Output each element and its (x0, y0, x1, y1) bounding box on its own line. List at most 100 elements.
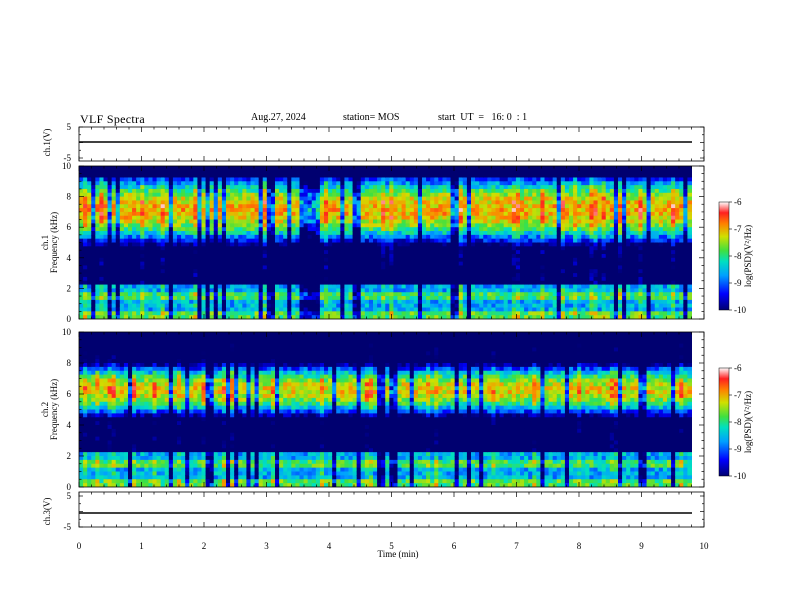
ch1-spectrogram-cell (197, 173, 203, 179)
ch1-spectrogram-cell (107, 188, 113, 194)
ch1-spectrogram-cell (177, 303, 182, 309)
ch1-spectrogram-cell (511, 219, 517, 224)
ch1-spectrogram-cell (560, 200, 566, 205)
ch1-spectrogram-cell (348, 177, 354, 182)
ch1-spectrogram-cell (99, 200, 105, 205)
ch1-spectrogram-cell (336, 196, 341, 202)
ch1-spectrogram-cell (79, 188, 84, 194)
ch1-spectrogram-cell (405, 185, 411, 190)
ch1-spectrogram-cell (536, 246, 542, 251)
ch1-spectrogram-cell (405, 276, 411, 282)
ch1-spectrogram-cell (368, 276, 374, 282)
ch1-spectrogram-cell (209, 211, 215, 217)
ch1-spectrogram-cell (581, 299, 586, 305)
ch1-spectrogram-cell (499, 299, 505, 305)
ch1-spectrogram-cell (430, 261, 435, 267)
ch1-spectrogram-cell (307, 311, 313, 316)
ch1-spectrogram-cell (87, 257, 92, 263)
ch1-spectrogram-cell (495, 280, 501, 286)
ch1-spectrogram-cell (454, 253, 460, 259)
ch1-spectrogram-cell (295, 261, 301, 267)
ch1-spectrogram-cell (303, 253, 309, 259)
ch1-spectrogram-cell (83, 169, 88, 175)
ch1-spectrogram-cell (491, 173, 497, 179)
ch1-spectrogram-cell (393, 257, 399, 263)
ch1-spectrogram-cell (319, 185, 325, 190)
ch1-spectrogram-cell (442, 181, 448, 186)
ch1-spectrogram-cell (238, 238, 243, 244)
ch1-spectrogram-cell (164, 177, 170, 182)
ch1-spectrogram-cell (495, 177, 501, 182)
ch1-spectrogram-cell (564, 253, 570, 259)
ch1-spectrogram-cell (446, 250, 452, 255)
ch1-spectrogram-cell (319, 253, 325, 259)
ch1-spectrogram-cell (483, 227, 488, 232)
ch1-spectrogram-cell (336, 185, 341, 190)
ch1-spectrogram-cell (466, 192, 472, 198)
ch1-spectrogram-cell (528, 311, 533, 316)
ch1-spectrogram-cell (405, 192, 411, 198)
ch1-spectrogram-cell (205, 211, 211, 217)
ch1-spectrogram-cell (332, 261, 337, 267)
ch1-spectrogram-cell (295, 169, 301, 175)
ch1-spectrogram-cell (315, 204, 321, 209)
ch1-spectrogram-cell (189, 219, 194, 224)
ch1-spectrogram-cell (319, 292, 325, 297)
ch1-spectrogram-cell (483, 269, 488, 274)
ch1-spectrogram-cell (471, 288, 476, 293)
ch1-spectrogram-cell (552, 200, 558, 205)
ch1-spectrogram-cell (181, 173, 186, 179)
ch1-spectrogram-cell (291, 299, 297, 305)
ch1-spectrogram-cell (262, 173, 268, 179)
ch1-spectrogram-cell (573, 219, 578, 224)
ch1-spectrogram-cell (364, 269, 370, 274)
ch1-spectrogram-cell (295, 269, 301, 274)
ch1-spectrogram-cell (307, 192, 313, 198)
ch1-spectrogram-cell (560, 250, 566, 255)
ch1-spectrogram-cell (324, 269, 329, 274)
ch1-spectrogram-cell (462, 284, 468, 289)
ch1-spectrogram-cell (413, 261, 419, 267)
ch1-spectrogram-cell (385, 280, 390, 286)
ch1-spectrogram-cell (487, 173, 493, 179)
ch1-spectrogram-cell (156, 307, 162, 312)
ch1-spectrogram-cell (246, 303, 252, 309)
ch1-spectrogram-cell (356, 299, 362, 305)
ch1-spectrogram-cell (234, 269, 239, 274)
ch1-spectrogram-cell (197, 219, 203, 224)
ch1-spectrogram-cell (144, 188, 150, 194)
ch1-spectrogram-cell (507, 204, 513, 209)
ch1-spectrogram-cell (238, 303, 243, 309)
ch1-spectrogram-cell (560, 315, 566, 319)
ch1-spectrogram-cell (217, 257, 223, 263)
ch1-spectrogram-cell (185, 215, 190, 221)
ch1-spectrogram-cell (315, 208, 321, 213)
ch1-spectrogram-cell (438, 204, 444, 209)
ch1-spectrogram-cell (156, 208, 162, 213)
ch1-spectrogram-cell (328, 208, 333, 213)
ch1-spectrogram-cell (209, 208, 215, 213)
ch1-spectrogram-cell (132, 265, 137, 270)
ch1-spectrogram-cell (205, 204, 211, 209)
ch1-spectrogram-cell (413, 185, 419, 190)
ch1-spectrogram-cell (205, 284, 211, 289)
ch1-spectrogram-cell (475, 257, 480, 263)
ch1-spectrogram-cell (291, 238, 297, 244)
ch1-spectrogram-cell (111, 299, 117, 305)
ch1-spectrogram-cell (520, 261, 525, 267)
ch1-spectrogram-cell (438, 280, 444, 286)
ch1-spectrogram-cell (246, 173, 252, 179)
ch1-spectrogram-cell (209, 292, 215, 297)
ch1-spectrogram-cell (503, 196, 509, 202)
ch1-spectrogram-cell (524, 307, 529, 312)
ch1-spectrogram-cell (569, 223, 574, 228)
ch1-spectrogram-cell (79, 211, 84, 217)
ch1-spectrogram-cell (393, 296, 399, 301)
ch1-spectrogram-cell (221, 177, 227, 182)
ch1-spectrogram-cell (189, 215, 194, 221)
ch1-spectrogram-cell (511, 169, 517, 175)
ch1-spectrogram-cell (377, 273, 382, 278)
ch1-spectrogram-cell (99, 166, 105, 171)
ch1-spectrogram-cell (409, 166, 415, 171)
ch1-spectrogram-cell (413, 215, 419, 221)
